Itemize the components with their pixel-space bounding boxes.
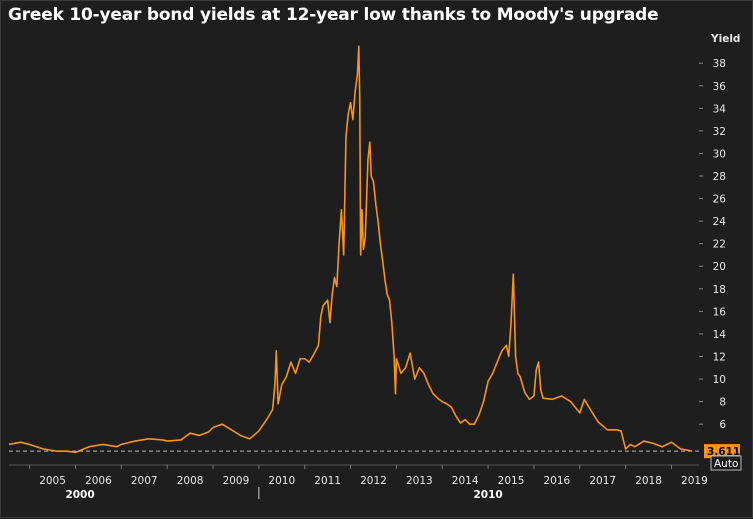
y-tick-label: 32 bbox=[713, 126, 726, 138]
y-axis-title: Yield bbox=[710, 33, 740, 45]
y-tick-label: 34 bbox=[713, 103, 727, 115]
last-value-badge-bg bbox=[704, 444, 740, 459]
y-tick-label: 8 bbox=[719, 397, 726, 409]
y-tick-label: 28 bbox=[713, 171, 726, 183]
x-tick-label: 2014 bbox=[452, 475, 479, 487]
auto-scale-button-frame bbox=[710, 455, 742, 471]
x-tick-label: 2011 bbox=[314, 475, 341, 487]
x-tick-label: 2012 bbox=[360, 475, 387, 487]
y-tick-label: 22 bbox=[713, 239, 726, 251]
x-tick-label: 2006 bbox=[85, 475, 112, 487]
x-tick-label: 2010 bbox=[268, 475, 295, 487]
y-tick-label: 12 bbox=[713, 351, 726, 363]
x-tick-label: 2019 bbox=[681, 475, 708, 487]
y-tick-label: 16 bbox=[713, 306, 727, 318]
x-major-tick-label: 2000 bbox=[65, 489, 94, 501]
x-tick-label: 2005 bbox=[39, 475, 66, 487]
x-tick-label: 2008 bbox=[177, 475, 204, 487]
y-tick-label: 14 bbox=[713, 329, 727, 341]
last-value-badge: 3.611 bbox=[704, 444, 740, 459]
y-tick-label: 24 bbox=[713, 216, 727, 228]
y-tick-label: 18 bbox=[713, 284, 726, 296]
x-tick-label: 2018 bbox=[635, 475, 662, 487]
y-tick-label: 20 bbox=[713, 261, 726, 273]
y-tick-label: 10 bbox=[713, 374, 726, 386]
x-tick-label: 2015 bbox=[498, 475, 525, 487]
y-tick-label: 38 bbox=[713, 58, 726, 70]
y-tick-label: 30 bbox=[713, 148, 726, 160]
x-tick-label: 2013 bbox=[406, 475, 433, 487]
last-value-label: 3.611 bbox=[707, 446, 740, 458]
chart-title: Greek 10-year bond yields at 12-year low… bbox=[8, 5, 659, 25]
x-tick-label: 2016 bbox=[544, 475, 571, 487]
auto-scale-label: Auto bbox=[714, 458, 738, 470]
x-tick-label: 2007 bbox=[131, 475, 158, 487]
y-tick-label: 26 bbox=[713, 194, 727, 206]
x-major-tick-label: 2010 bbox=[473, 489, 502, 501]
y-tick-labels: 6 8 10 12 14 16 18 20 22 24 26 28 30 32 34 36 38 bbox=[699, 58, 726, 431]
x-tick-label: 2017 bbox=[589, 475, 616, 487]
x-tick-label: 2009 bbox=[223, 475, 250, 487]
series-line-greek-10y-yield bbox=[8, 45, 693, 454]
y-tick-label: 6 bbox=[719, 419, 726, 431]
y-tick-label: 36 bbox=[713, 81, 727, 93]
x-major-tick-labels: 2000 2010 bbox=[65, 487, 503, 501]
auto-scale-button[interactable]: Auto bbox=[710, 455, 742, 471]
x-tick-labels: 2005 2006 2007 2008 2009 2010 2011 2012 2013 2014… bbox=[9, 464, 708, 487]
